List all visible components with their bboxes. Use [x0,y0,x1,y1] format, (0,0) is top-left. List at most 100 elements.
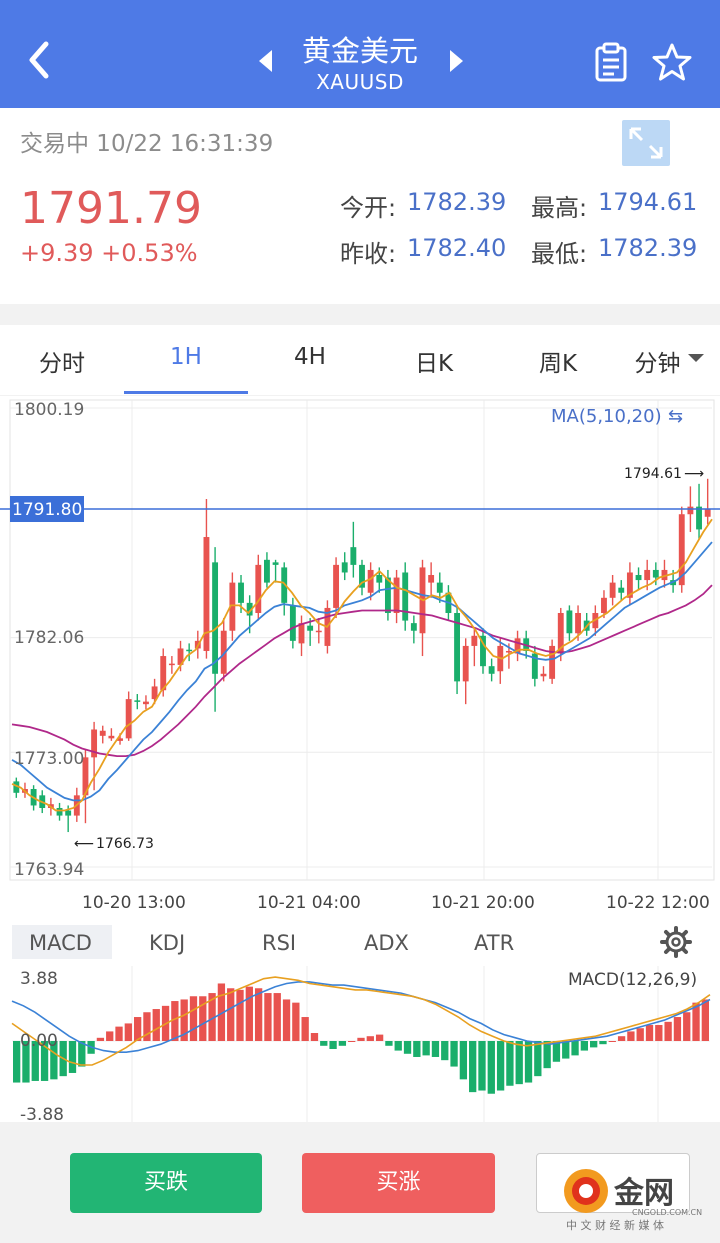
macd-hist-bar [403,1041,412,1054]
macd-hist-bar [273,993,281,1041]
macd-hist-bar [515,1041,523,1085]
macd-hist-bar [208,993,216,1041]
sell-button[interactable]: 买跌 [70,1153,262,1213]
indicator-settings-button[interactable] [660,926,692,958]
tab-atr[interactable]: ATR [474,931,515,955]
fullscreen-button[interactable] [622,120,670,166]
candle-body [436,582,443,593]
favorite-button[interactable] [652,42,692,82]
notes-button[interactable] [594,42,628,82]
ma-legend[interactable]: MA(5,10,20) [551,406,662,427]
candle-body [557,612,564,654]
tab-adx[interactable]: ADX [364,931,409,955]
macd-hist-bar [580,1041,589,1051]
macd-hist-bar [31,1041,39,1081]
macd-hist-bar [413,1041,421,1057]
candle-body [531,653,538,679]
macd-hist-bar [450,1041,458,1067]
ma20-line [11,584,713,757]
macd-hist-bar [664,1021,672,1041]
candle-body [203,537,210,651]
candle [315,618,322,644]
top-app-bar [0,0,720,108]
macd-hist-bar [152,1009,160,1041]
macd-hist-bar [552,1041,561,1062]
candle [99,725,106,744]
candle-body [264,559,270,583]
x-tick-2: 10-21 04:00 [257,893,361,913]
candle-body [626,572,633,598]
indicator-tabs [0,918,720,966]
tab-1h[interactable]: 1H [170,344,202,370]
candle-body [410,623,417,631]
order-button[interactable] [536,1153,690,1213]
buy-button[interactable]: 买涨 [302,1153,495,1213]
candle-body [91,729,98,758]
tab-daily[interactable]: 日K [414,351,454,377]
candle-body [350,547,357,565]
next-symbol-button[interactable] [446,48,466,74]
macd-hist-bar [617,1036,626,1041]
low-value: 1782.39 [598,234,698,262]
candle-body [488,666,495,674]
candle [626,562,633,606]
macd-hist-bar [282,999,291,1041]
candle-body [65,810,72,816]
candle-body [480,635,486,667]
macd-hist-bar [329,1041,337,1049]
ma-toggle-icon[interactable]: ⇆ [668,406,683,427]
macd-hist-bar [701,999,709,1041]
macd-chart[interactable]: 3.88 0.00 -3.88 MACD(12,26,9) [0,966,720,1122]
macd-legend: MACD(12,26,9) [568,970,697,990]
candle-body [315,630,322,633]
candlestick-chart[interactable]: 1791.80 1800.19 1782.06 1773.00 1763.94 … [0,396,720,918]
candle [601,590,607,619]
watermark-domain: CNGOLD.COM.CN [632,1208,702,1217]
macd-hist-bar [301,1017,309,1041]
max-price-annotation: 1794.61 [624,466,682,482]
macd-hist-bar [673,1017,682,1041]
candle [618,580,625,601]
tab-kdj[interactable]: KDJ [149,931,186,955]
tab-weekly[interactable]: 周K [538,351,578,377]
tab-macd[interactable]: MACD [29,931,92,955]
macd-hist-bar [590,1041,598,1048]
candle-body [678,514,685,586]
min-arrow-icon: ⟵ [74,836,94,852]
candle [333,557,340,619]
candle-body [514,638,521,654]
y-tick-mid: 1782.06 [14,628,84,648]
macd-line [11,976,711,1066]
prev-symbol-button[interactable] [256,48,276,74]
low-label: 最低: [531,240,588,268]
macd-hist-bar [13,1041,21,1083]
candle-body [505,650,512,653]
candle [488,658,495,682]
candle-body [333,564,340,608]
back-button[interactable] [22,40,58,80]
candle [264,552,270,588]
candle-body [566,610,573,634]
signal-line [11,981,711,1053]
expand-icon [629,127,663,159]
tab-4h[interactable]: 4H [294,344,326,370]
macd-hist-bar [320,1041,328,1046]
candle-body [99,730,106,736]
tab-timeshare[interactable]: 分时 [39,351,85,377]
candle [384,569,391,621]
candle [151,678,158,705]
candle-body [393,577,400,613]
candle-body [160,656,167,691]
timeframe-tabs [0,325,720,395]
macd-hist-bar [143,1012,151,1041]
candle [367,562,374,601]
candle [125,691,132,741]
tab-minute[interactable]: 分钟 [634,351,681,377]
y-tick-bottom: 1763.94 [14,860,84,880]
tab-rsi[interactable]: RSI [262,931,297,955]
candle [82,749,89,824]
candle [255,554,262,621]
candle [359,559,365,596]
macd-hist-bar [133,1017,142,1041]
candle-body [376,575,383,583]
